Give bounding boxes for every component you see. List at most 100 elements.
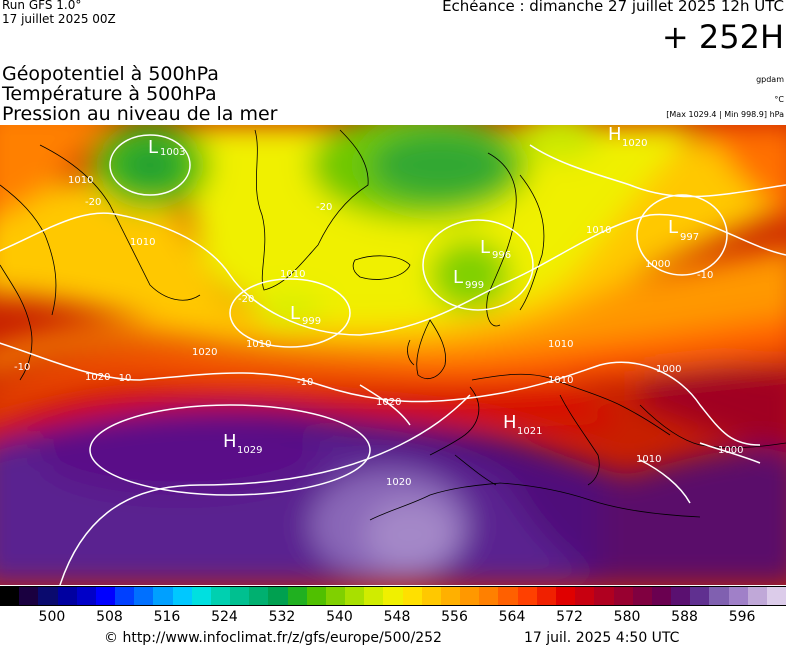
color-scale-tick-label: 580	[613, 609, 641, 625]
coastlines	[0, 129, 786, 521]
color-scale-tick-label: 556	[441, 609, 468, 625]
color-scale-tick-label: 564	[498, 609, 526, 625]
isobar-label: 1010	[246, 339, 271, 350]
high-pressure-center: H 1021	[503, 412, 542, 437]
weather-map[interactable]: -20 -20 -20 -10 -10 -10 -10 1010 1010 10…	[0, 125, 786, 585]
color-swatch	[268, 587, 288, 605]
pressure-center-letter: L	[668, 217, 678, 238]
color-swatch	[555, 587, 576, 605]
pressure-centers: L 1003 H 1020 L 997 L 996 L 999 L 999	[148, 125, 699, 456]
color-swatch	[517, 587, 537, 605]
color-swatch	[364, 587, 384, 605]
color-swatch	[115, 587, 135, 605]
pressure-center-value: 1003	[160, 147, 185, 158]
color-swatch	[210, 587, 231, 605]
temp-label: -10	[297, 377, 313, 388]
isobar-label: 1020	[386, 477, 411, 488]
color-swatch	[230, 587, 250, 605]
pressure-center-letter: L	[290, 303, 300, 324]
temperature-unit: °C	[774, 95, 784, 104]
color-swatch	[383, 587, 403, 605]
color-swatch	[191, 587, 211, 605]
temp-label: -20	[316, 202, 332, 213]
color-swatch	[632, 587, 652, 605]
color-scale-ticks: 5005085165245325405485565645725805885966…	[0, 609, 786, 627]
pressure-center-value: 1020	[622, 138, 647, 149]
pressure-center-letter: H	[608, 125, 622, 145]
pressure-center-value: 999	[465, 280, 484, 291]
isobars	[0, 134, 786, 585]
pressure-center-value: 997	[680, 232, 699, 243]
unit-tag: gpdam	[756, 75, 784, 84]
pressure-center-value: 1021	[517, 426, 542, 437]
color-swatch	[153, 587, 173, 605]
high-pressure-center: H 1029	[223, 431, 262, 456]
temp-label: -10	[697, 270, 713, 281]
run-date: 17 juillet 2025 00Z	[2, 12, 116, 26]
run-title: Run GFS 1.0°	[2, 0, 82, 12]
color-swatch	[345, 587, 365, 605]
color-swatch	[402, 587, 422, 605]
isobar-labels: 1010 1010 1010 1010 1010 1010 1010 1020 …	[68, 175, 743, 488]
color-swatch	[38, 587, 58, 605]
color-swatch	[766, 587, 786, 605]
pressure-range: [Max 1029.4 | Min 998.9] hPa	[666, 110, 784, 119]
color-scale-tick-label: 596	[728, 609, 756, 625]
title-geopotential: Géopotentiel à 500hPa	[2, 63, 219, 85]
pressure-center-letter: L	[148, 137, 158, 158]
temp-label: -10	[115, 373, 131, 384]
color-swatch	[709, 587, 729, 605]
isobar-label: 1000	[718, 445, 743, 456]
low-pressure-center: L 996	[480, 237, 511, 261]
title-pressure: Pression au niveau de la mer	[2, 103, 278, 125]
color-swatch	[249, 587, 269, 605]
source-credit-link[interactable]: © http://www.infoclimat.fr/z/gfs/europe/…	[104, 630, 442, 646]
color-scale-tick-label: 532	[268, 609, 296, 625]
color-swatch	[747, 587, 767, 605]
isobar-label: 1010	[68, 175, 93, 186]
low-pressure-center: L 997	[668, 217, 699, 243]
low-pressure-center: L 999	[453, 267, 484, 291]
color-swatch	[172, 587, 192, 605]
isobar-label: 1020	[85, 372, 110, 383]
low-pressure-center: L 999	[290, 303, 321, 327]
color-swatch	[325, 587, 346, 605]
pressure-center-value: 1029	[237, 445, 262, 456]
color-swatch	[421, 587, 441, 605]
color-swatch	[728, 587, 748, 605]
color-scale-tick-label: 500	[38, 609, 66, 625]
pressure-center-letter: H	[223, 431, 237, 452]
color-swatch	[479, 587, 499, 605]
isobar-label: 1020	[192, 347, 217, 358]
color-swatch	[440, 587, 461, 605]
isobar-label: 1000	[656, 364, 681, 375]
isobar-label: 1010	[280, 269, 305, 280]
color-swatch	[76, 587, 96, 605]
forecast-valid-time: Echéance : dimanche 27 juillet 2025 12h …	[442, 0, 784, 15]
color-scale-tick-label: 540	[326, 609, 353, 625]
color-swatch	[460, 587, 480, 605]
color-scale-bar	[0, 586, 786, 606]
temp-label: -10	[14, 362, 30, 373]
high-pressure-center: H 1020	[608, 125, 647, 149]
isobar-label: 1010	[586, 225, 611, 236]
pressure-center-letter: L	[480, 237, 490, 258]
color-swatch	[613, 587, 633, 605]
isobar-label: 1000	[645, 259, 670, 270]
color-swatch	[19, 587, 39, 605]
isobar-label: 1010	[548, 375, 573, 386]
pressure-center-value: 999	[302, 316, 321, 327]
isobar-label: 1010	[130, 237, 155, 248]
isobar-label: 1010	[636, 454, 661, 465]
color-swatch	[134, 587, 154, 605]
color-swatch	[306, 587, 326, 605]
color-scale-tick-label: 508	[96, 609, 123, 625]
low-pressure-center: L 1003	[148, 137, 185, 158]
generation-time: 17 juil. 2025 4:50 UTC	[524, 630, 680, 646]
isotherm-labels: -20 -20 -20 -10 -10 -10 -10	[14, 197, 713, 388]
pressure-center-letter: L	[453, 267, 463, 288]
color-scale-tick-label: 548	[383, 609, 411, 625]
isobar-label: 1020	[376, 397, 401, 408]
color-swatch	[0, 587, 20, 605]
color-swatch	[287, 587, 307, 605]
